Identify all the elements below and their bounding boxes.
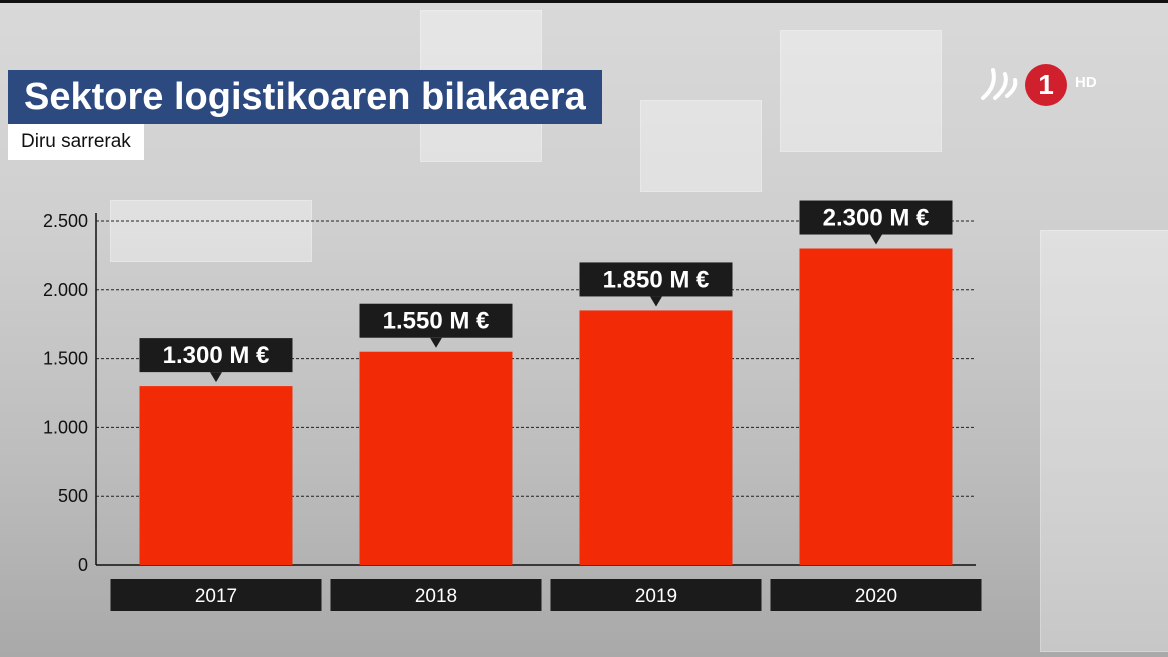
x-tick-label: 2018 [415,586,457,607]
page-subtitle: Diru sarrerak [8,124,144,160]
y-tick-label: 2.500 [43,211,88,231]
y-tick-label: 1.000 [43,417,88,437]
y-tick-label: 2.000 [43,280,88,300]
data-label-pointer [430,337,442,348]
page-title: Sektore logistikoaren bilakaera [8,70,602,124]
data-label-pointer [210,372,222,383]
category-label-box [770,579,982,611]
bar [139,386,293,565]
top-border [0,0,1168,3]
y-tick-label: 0 [78,555,88,575]
x-tick-label: 2017 [195,586,237,607]
data-label: 1.850 M € [603,266,710,293]
hd-badge: HD [1075,74,1097,91]
category-label-box [330,579,542,611]
data-label-box [799,200,953,235]
data-label-box [579,262,733,297]
data-label: 2.300 M € [823,205,930,232]
channel-logo: 1 HD [975,62,1110,106]
category-label-box [110,579,322,611]
data-label: 1.550 M € [383,308,490,335]
y-tick-label: 1.500 [43,349,88,369]
x-tick-label: 2019 [635,586,677,607]
signal-waves-icon [981,68,1018,100]
bar [579,310,733,565]
data-label-pointer [650,296,662,307]
data-label: 1.300 M € [163,342,270,369]
background-building [780,30,942,152]
bar [359,351,513,565]
background-building [1040,230,1168,652]
category-label-box [550,579,762,611]
background-building [640,100,762,192]
data-label-box [359,303,513,338]
data-label-pointer [870,234,882,245]
data-label-box [139,338,293,373]
bar [799,248,953,565]
y-tick-label: 500 [58,486,88,506]
channel-number: 1 [1025,64,1067,106]
background-building [110,200,312,262]
x-tick-label: 2020 [855,586,897,607]
